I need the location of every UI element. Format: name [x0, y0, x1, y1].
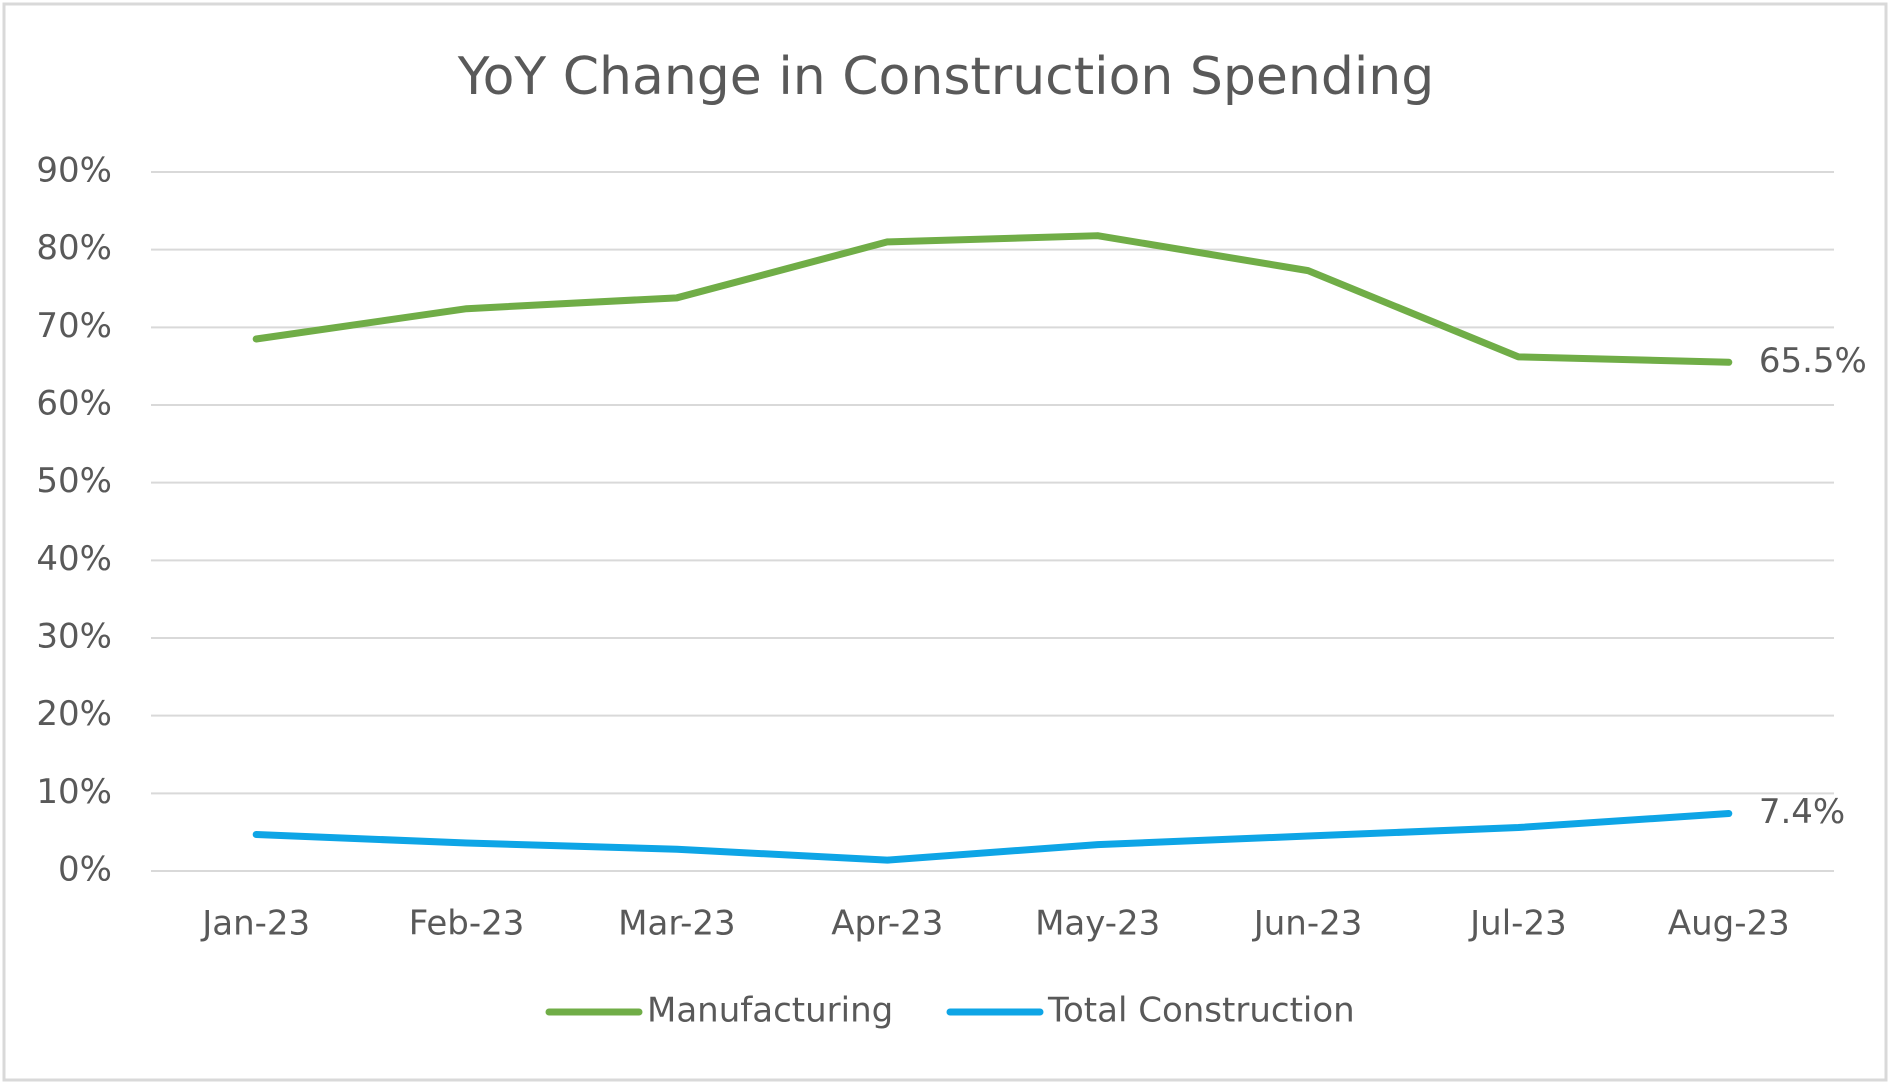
y-tick-label: 70%	[36, 306, 112, 346]
x-tick-label: Aug-23	[1668, 904, 1790, 944]
y-tick-label: 40%	[36, 539, 112, 579]
y-tick-label: 90%	[36, 151, 112, 191]
x-tick-label: May-23	[1035, 904, 1160, 944]
x-tick-label: Jul-23	[1468, 904, 1567, 944]
chart-title: YoY Change in Construction Spending	[457, 47, 1435, 107]
data-label: 7.4%	[1759, 792, 1845, 832]
x-tick-label: Mar-23	[618, 904, 736, 944]
series-line	[252, 232, 1733, 366]
y-tick-label: 0%	[58, 850, 112, 890]
y-tick-label: 50%	[36, 461, 112, 501]
y-tick-label: 10%	[36, 772, 112, 812]
series-line	[252, 810, 1733, 864]
legend-label: Total Construction	[1047, 991, 1355, 1031]
legend-label: Manufacturing	[647, 991, 893, 1031]
x-tick-label: Jun-23	[1252, 904, 1363, 944]
x-tick-label: Jan-23	[200, 904, 310, 944]
y-tick-label: 30%	[36, 617, 112, 657]
x-tick-label: Apr-23	[831, 904, 943, 944]
y-tick-label: 60%	[36, 384, 112, 424]
y-tick-label: 20%	[36, 694, 112, 734]
x-tick-label: Feb-23	[409, 904, 525, 944]
y-tick-label: 80%	[36, 228, 112, 268]
data-label: 65.5%	[1759, 341, 1867, 381]
